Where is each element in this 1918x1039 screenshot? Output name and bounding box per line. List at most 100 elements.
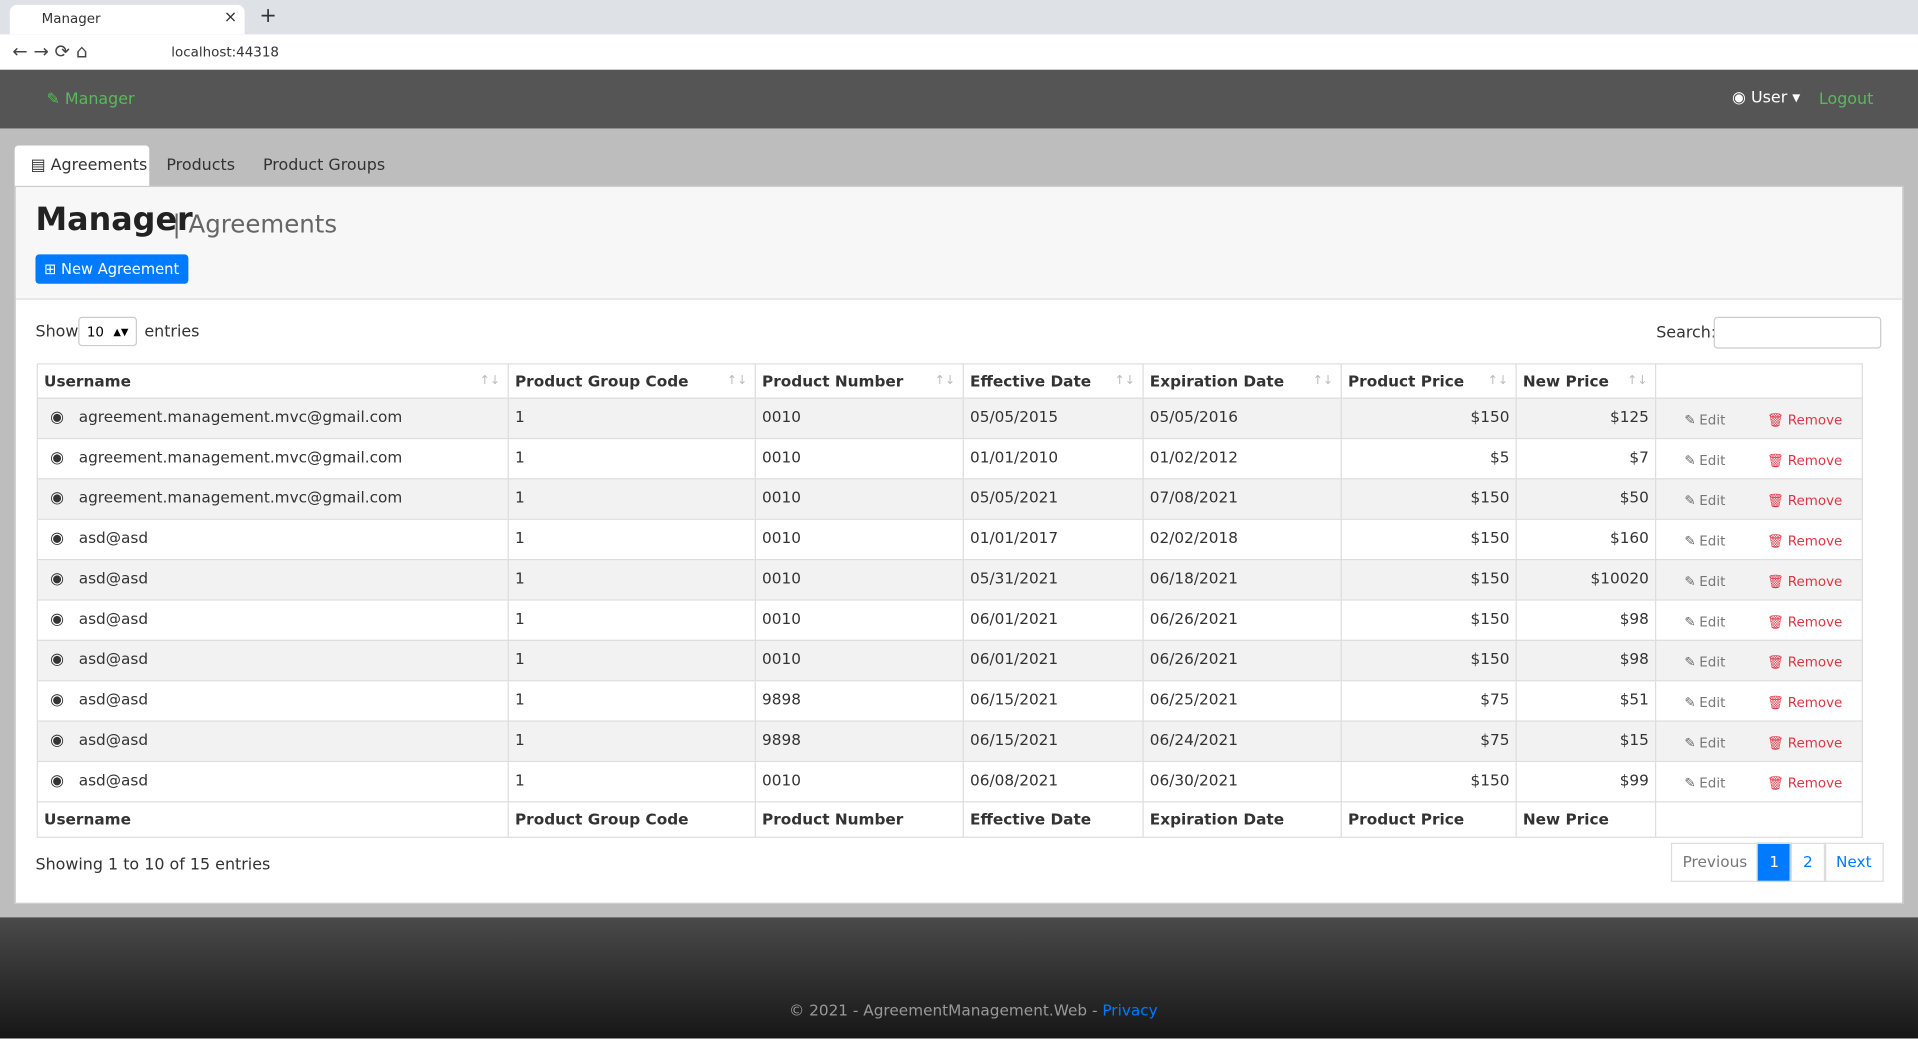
tab-active[interactable]: ▤ Agreements [14,145,150,186]
remove-action[interactable]: Remove [1787,694,1843,711]
remove-action[interactable]: Remove [1787,573,1843,590]
cell-text: $98 [1619,609,1649,628]
logout[interactable]: Logout [1818,90,1874,109]
cell-text: 06/15/2021 [969,689,1059,709]
page-button[interactable]: 1 [1756,842,1792,882]
column-header[interactable]: Product Number ↑↓ [754,364,963,399]
table-row: ◉ agreement.management.mvc@gmail.com 1 0010… [36,397,1863,440]
cell: 1 [507,681,755,722]
new-tab[interactable]: + [259,3,277,29]
cell-text: 0010 [762,447,801,467]
edit-action[interactable]: Edit [1699,533,1726,550]
page-size-select[interactable]: 10 ▲▼ [78,316,137,347]
column-header[interactable]: Effective Date ↑↓ [962,364,1143,399]
copyright: © 2021 - AgreementManagement.Web - [788,1000,1098,1019]
cell-text: asd@asd [78,609,149,628]
edit-action[interactable]: Edit [1699,452,1726,469]
sort-icon: ↑↓ [1487,374,1509,388]
cell-text: 0010 [762,488,801,507]
remove-action[interactable]: Remove [1787,614,1843,630]
brand[interactable]: ✎ Manager [46,90,135,109]
edit-icon: ✎ [1684,533,1696,550]
edit-action[interactable]: Edit [1699,412,1726,429]
cell-text: 06/25/2021 [1149,689,1238,709]
cell-text: 05/05/2021 [969,488,1059,507]
cell-text: asd@asd [78,568,149,588]
page-button[interactable]: Next [1823,842,1884,882]
remove-icon: 🗑 [1766,412,1785,429]
remove-icon: 🗑 [1766,735,1785,752]
cell: ◉ asd@asd [36,519,508,561]
edit-action[interactable]: Edit [1699,735,1726,752]
remove-action[interactable]: Remove [1787,775,1843,792]
cell-text: 0010 [762,568,801,588]
header-text: New Price [1522,809,1609,829]
remove-action[interactable]: Remove [1787,492,1843,509]
remove-action[interactable]: Remove [1787,735,1843,752]
nav-buttons[interactable]: ← → ⟳ ⌂ [12,40,88,63]
column-header[interactable]: Username ↑↓ [36,364,508,399]
edit-icon: ✎ [1684,492,1696,509]
edit-action[interactable]: Edit [1699,614,1726,630]
cell-text: $15 [1619,730,1649,749]
remove-action[interactable]: Remove [1787,412,1843,429]
cell: ◉ asd@asd [36,681,508,722]
remove-icon: 🗑 [1766,573,1785,590]
cell: $10020 [1515,560,1655,601]
cell-text: $5 [1489,447,1510,467]
cell: 9898 [754,721,963,763]
tab-label: Agreements [50,156,148,175]
cell: $160 [1515,519,1655,561]
cell: 01/01/2010 [962,439,1143,480]
cell: 1 [507,439,755,480]
table-row: ◉ asd@asd 1 9898 06/15/2021 06/25/2021 $75 $51 ✎… [36,680,1863,722]
page-button[interactable]: 2 [1789,842,1827,882]
remove-action[interactable]: Remove [1787,533,1843,550]
cell: 0010 [754,519,963,561]
user-icon: ◉ [50,570,65,589]
card-header: Manager | Agreements ⊞ New Agreement [15,187,1903,300]
search-input[interactable] [1713,316,1882,349]
user-text: User [1750,89,1788,108]
cell: 06/15/2021 [962,681,1143,722]
edit-action[interactable]: Edit [1699,694,1726,711]
new-button[interactable]: ⊞ New Agreement [35,254,188,284]
user-menu[interactable]: ◉ User ▾ [1732,89,1801,108]
cell-text: asd@asd [78,689,149,709]
remove-action[interactable]: Remove [1787,452,1843,469]
column-header: Effective Date [962,802,1143,837]
edit-action[interactable]: Edit [1699,654,1726,671]
privacy-link[interactable]: Privacy [1102,1000,1158,1019]
edit-icon: ✎ [1684,412,1696,429]
page-button[interactable]: Previous [1670,842,1759,882]
actions: ✎ Edit 🗑 Remove [1654,479,1863,520]
tab[interactable]: Product Groups [262,156,386,175]
column-header[interactable]: New Price ↑↓ [1515,364,1655,399]
close-icon[interactable]: × [223,8,238,27]
sort-icon: ↑↓ [1312,374,1334,388]
edit-action[interactable]: Edit [1699,573,1726,590]
column-header[interactable]: Expiration Date ↑↓ [1142,364,1340,399]
column-header[interactable]: Product Price ↑↓ [1340,364,1516,399]
search-label: Search: [1656,324,1717,343]
browser-tab[interactable]: Manager × [9,4,245,35]
edit-action[interactable]: Edit [1699,775,1726,792]
cell-text: 0010 [762,609,801,628]
header-text: Effective Date [969,371,1092,391]
edit-action[interactable]: Edit [1699,492,1726,509]
column-header[interactable]: Product Group Code ↑↓ [507,364,755,399]
cell: $98 [1515,640,1655,682]
page-subtitle: | Agreements [172,209,338,239]
cell: 1 [507,519,755,561]
cell-text: agreement.management.mvc@gmail.com [78,447,403,467]
edit-icon: ✎ [1684,654,1696,671]
cell-text: 01/01/2017 [969,528,1059,547]
page-size: 10 [86,324,104,341]
cell: 06/08/2021 [962,762,1143,803]
url[interactable]: localhost:44318 [171,44,279,60]
tab[interactable]: Products [166,156,236,175]
cell: 06/01/2021 [962,640,1143,682]
address-bar: ← → ⟳ ⌂ localhost:44318 [0,34,1918,71]
cell: 1 [507,398,755,440]
remove-action[interactable]: Remove [1787,654,1843,671]
